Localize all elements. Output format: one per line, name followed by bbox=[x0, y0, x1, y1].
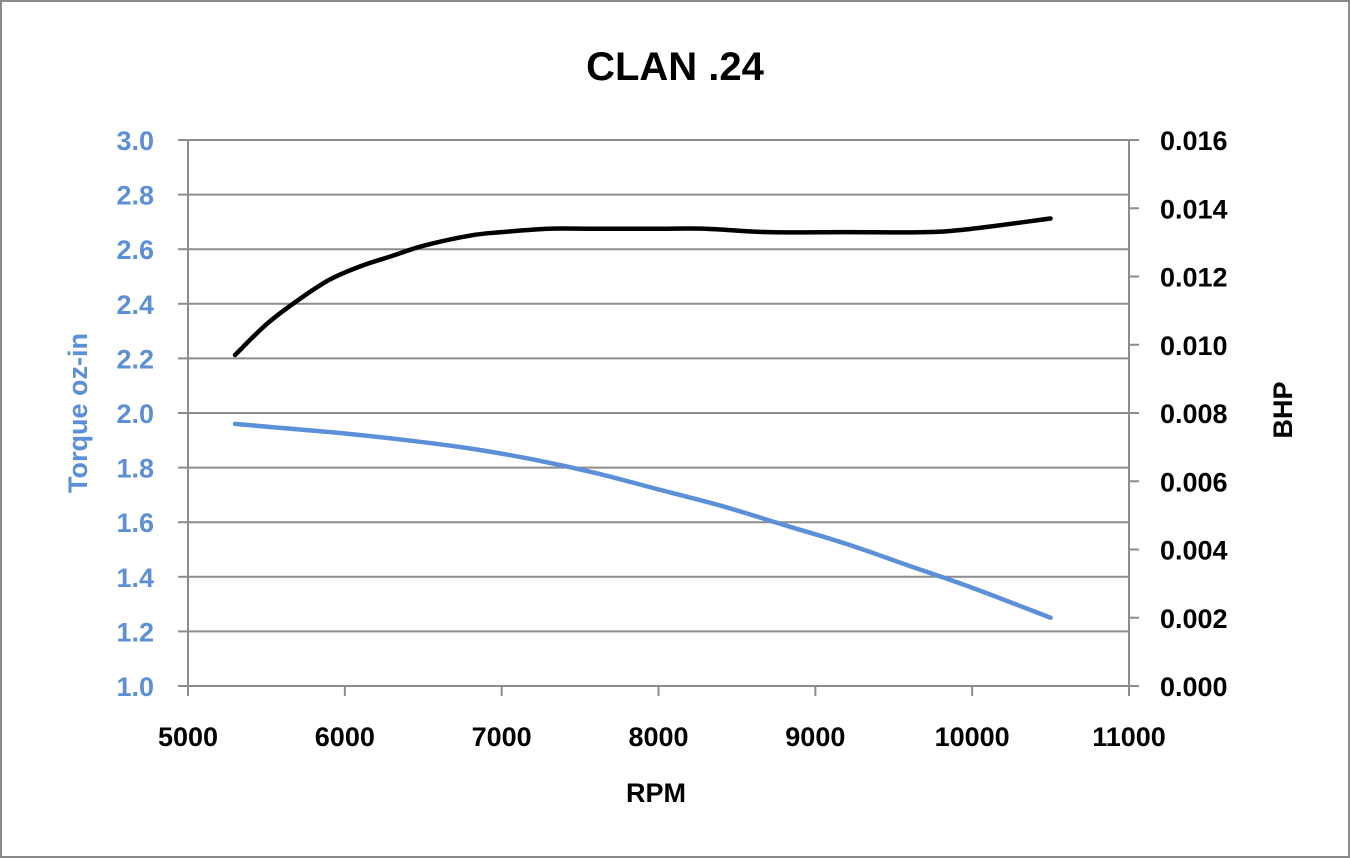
y-right-tick-label: 0.000 bbox=[1160, 672, 1228, 702]
x-axis-label: RPM bbox=[626, 778, 686, 808]
tick-labels: 3.0 2.8 2.6 2.4 2.2 2.0 1.8 1.6 1.4 1.2 1.0 0.016 0.… bbox=[116, 126, 1227, 752]
y-left-tick-label: 2.4 bbox=[116, 290, 154, 320]
x-tick-label: 7000 bbox=[472, 722, 532, 752]
y-left-tick-label: 1.4 bbox=[116, 563, 154, 593]
chart-title: CLAN .24 bbox=[586, 45, 765, 89]
axes bbox=[178, 139, 1139, 696]
y-right-tick-label: 0.006 bbox=[1160, 467, 1228, 497]
y-right-tick-label: 0.002 bbox=[1160, 604, 1228, 634]
series-lines bbox=[232, 216, 1053, 620]
y-left-tick-label: 2.0 bbox=[116, 399, 154, 429]
y-left-tick-label: 1.6 bbox=[116, 508, 154, 538]
y-left-tick-label: 2.6 bbox=[116, 235, 154, 265]
torque-series-line bbox=[232, 421, 1053, 620]
gridlines bbox=[188, 139, 1129, 687]
x-tick-label: 9000 bbox=[785, 722, 845, 752]
bhp-series-line bbox=[232, 216, 1053, 358]
y-right-tick-label: 0.016 bbox=[1160, 126, 1228, 156]
x-tick-label: 8000 bbox=[628, 722, 688, 752]
y-axis-left-label: Torque oz-in bbox=[63, 333, 93, 493]
x-tick-label: 10000 bbox=[935, 722, 1010, 752]
y-left-tick-label: 1.0 bbox=[116, 672, 154, 702]
y-right-tick-label: 0.004 bbox=[1160, 536, 1228, 566]
x-tick-label: 5000 bbox=[158, 722, 218, 752]
y-left-tick-label: 3.0 bbox=[116, 126, 154, 156]
y-left-tick-label: 2.2 bbox=[116, 344, 154, 374]
y-right-tick-label: 0.012 bbox=[1160, 263, 1228, 293]
y-right-tick-label: 0.014 bbox=[1160, 194, 1228, 224]
y-left-tick-label: 2.8 bbox=[116, 181, 154, 211]
y-right-tick-label: 0.010 bbox=[1160, 331, 1228, 361]
y-left-tick-label: 1.8 bbox=[116, 454, 154, 484]
x-tick-label: 11000 bbox=[1092, 722, 1166, 752]
y-right-tick-label: 0.008 bbox=[1160, 399, 1228, 429]
y-left-tick-label: 1.2 bbox=[116, 617, 154, 647]
y-axis-right-label: BHP bbox=[1268, 381, 1298, 438]
x-tick-label: 6000 bbox=[315, 722, 375, 752]
